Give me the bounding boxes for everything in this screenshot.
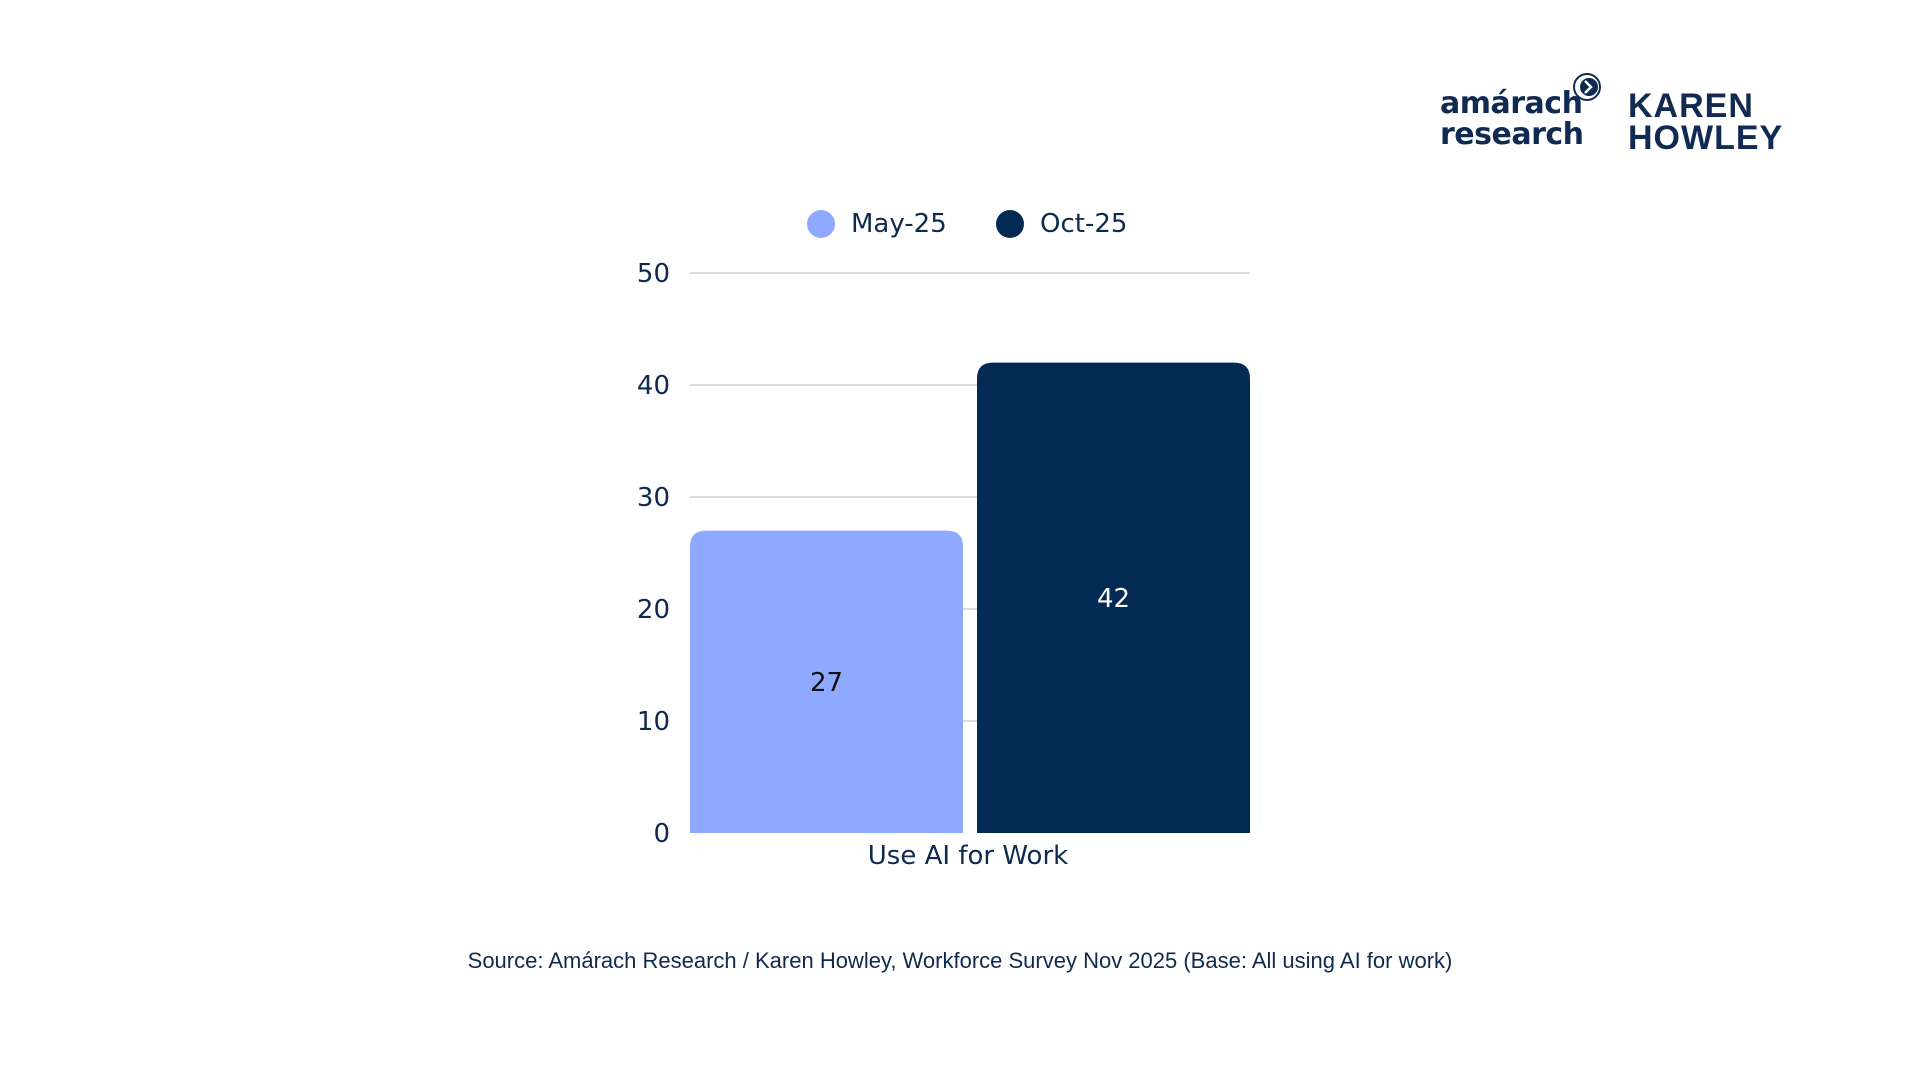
- data-labels: 27 42: [810, 584, 1130, 698]
- amarach-research-logo: amárach research: [1440, 86, 1584, 152]
- bar-chart: 0 10 20 30 40 50 27 42 May-25 Oct-25 Use AI for…: [637, 209, 1250, 871]
- legend-label-oct-25: Oct-25: [1040, 209, 1127, 239]
- source-note: Source: Amárach Research / Karen Howley,…: [467, 948, 1453, 973]
- y-tick-label: 20: [637, 595, 670, 625]
- legend-swatch-may-25: [807, 210, 835, 238]
- bar-may-25: [690, 530, 963, 833]
- legend-label-may-25: May-25: [851, 209, 947, 239]
- legend-swatch-oct-25: [996, 210, 1024, 238]
- data-label-may-25: 27: [810, 668, 843, 698]
- logos: amárach research KAREN HOWLEY: [1440, 72, 1820, 162]
- y-tick-label: 30: [637, 483, 670, 513]
- data-label-oct-25: 42: [1097, 584, 1130, 614]
- y-tick-label: 50: [637, 259, 670, 289]
- bar-oct-25: [977, 362, 1250, 833]
- legend: May-25 Oct-25: [807, 209, 1127, 239]
- y-tick-label: 10: [637, 707, 670, 737]
- y-tick-label: 40: [637, 371, 670, 401]
- y-axis-ticks: 0 10 20 30 40 50: [637, 259, 670, 849]
- y-tick-label: 0: [653, 819, 670, 849]
- karen-howley-logo: KAREN HOWLEY: [1628, 87, 1784, 157]
- chevron-circle-icon: [1573, 73, 1601, 101]
- x-category-label: Use AI for Work: [868, 841, 1068, 871]
- bars: [690, 362, 1250, 833]
